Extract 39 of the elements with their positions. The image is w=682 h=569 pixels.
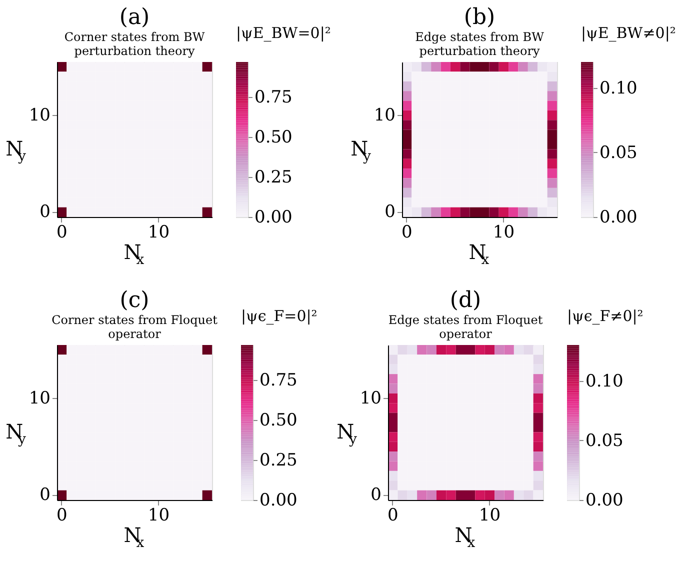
x-tick-label: 10 (478, 506, 501, 526)
legend-title: |ψE_BW≠0|² (581, 24, 676, 42)
color-bar-label: 0.05 (600, 142, 638, 163)
color-bar-label: 0.00 (260, 490, 298, 510)
color-bar-label: 0.05 (586, 430, 624, 451)
color-bar-label: 0.25 (254, 168, 292, 188)
color-bar-label: 0.10 (586, 371, 624, 392)
chart-subtitle: Corner states from BW perturbation theory (64, 30, 206, 58)
color-bar-label: 0.75 (260, 370, 298, 391)
legend-title: |ψϵ_F=0|² (241, 307, 318, 325)
y-tick-label: 10 (374, 105, 396, 126)
color-bar-label: 0.50 (254, 128, 292, 148)
color-bar-label: 0.00 (600, 208, 638, 228)
x-tick-label: 0 (401, 222, 412, 242)
legend-title: |ψE_BW=0|² (236, 24, 331, 42)
color-bar-label: 0.00 (254, 208, 292, 228)
color-bar-label: 0.75 (254, 88, 292, 108)
color-bar-label: 0.10 (600, 78, 638, 98)
color-bar-label: 0.25 (260, 450, 298, 471)
x-tick-label: 10 (492, 222, 515, 242)
x-tick-label: 10 (148, 506, 170, 526)
y-tick-label: 10 (28, 388, 50, 408)
y-tick-label: 0 (40, 202, 50, 222)
color-bar-label: 0.00 (586, 490, 624, 510)
x-tick-label: 0 (56, 222, 68, 242)
legend-title: |ψϵ_F≠0|² (567, 307, 644, 325)
x-tick-label: 10 (148, 222, 170, 242)
chart-title: (b) (464, 5, 496, 30)
chart-title: (c) (120, 288, 150, 313)
chart-subtitle: Edge states from BW perturbation theory (415, 30, 545, 58)
x-tick-label: 0 (56, 506, 68, 526)
chart-subtitle: Corner states from Floquet operator (52, 313, 218, 341)
color-bar-label: 0.50 (260, 410, 298, 431)
chart-subtitle: Edge states from Floquet operator (388, 313, 543, 341)
y-tick-label: 10 (28, 105, 50, 126)
chart-title: (a) (119, 5, 150, 30)
y-tick-label: 0 (370, 485, 382, 506)
chart-title: (d) (450, 288, 482, 313)
y-tick-label: 0 (40, 485, 50, 506)
